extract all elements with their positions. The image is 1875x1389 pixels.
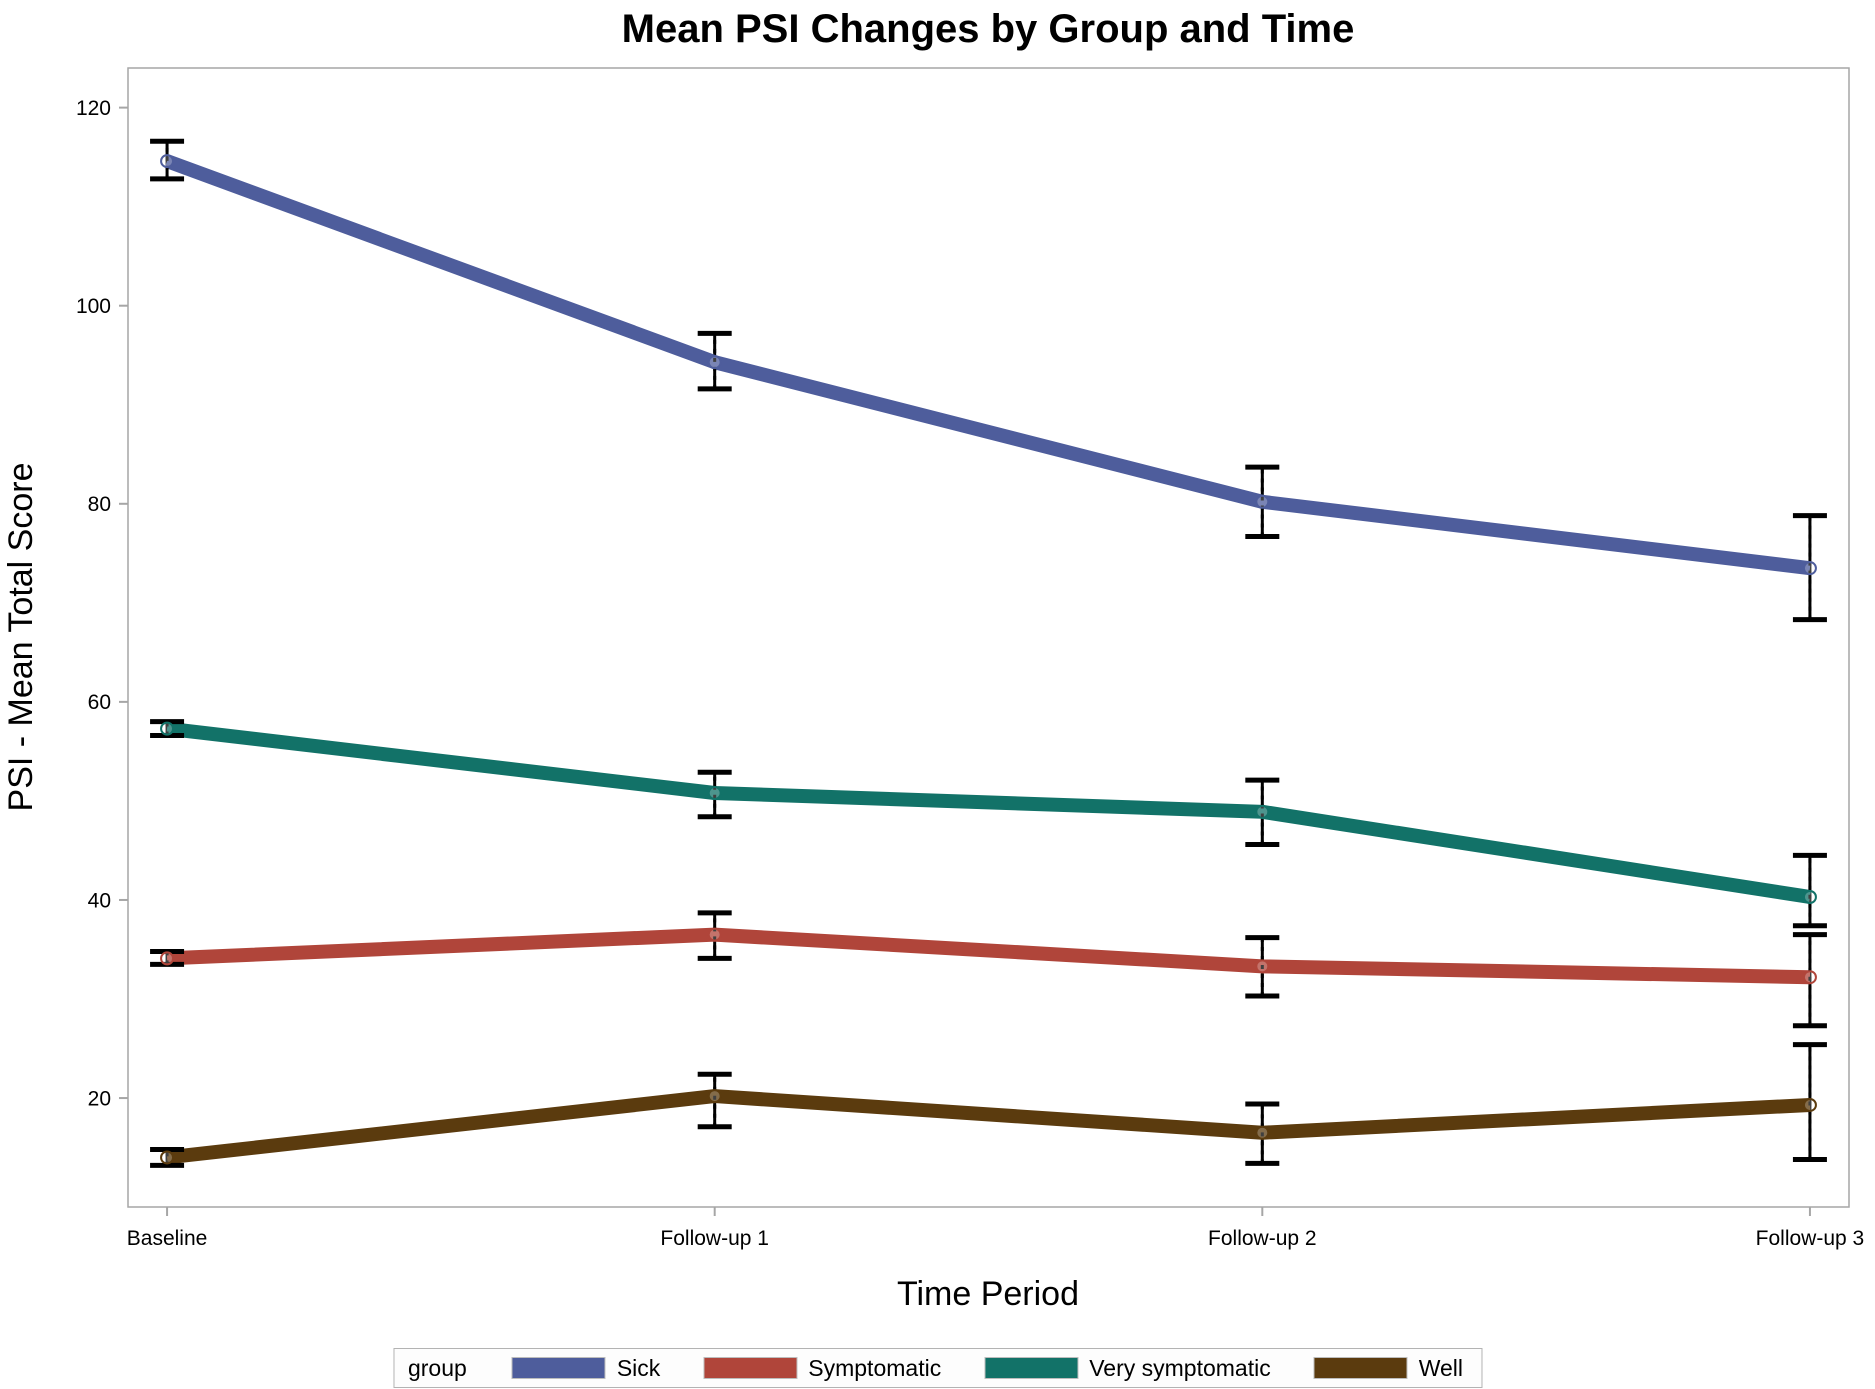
x-tick-label: Follow-up 2: [1208, 1227, 1317, 1250]
y-tick-label: 80: [88, 493, 111, 516]
data-point-marker: [707, 927, 722, 942]
series-line: [166, 1089, 1811, 1165]
legend-swatch-symptomatic: [703, 1357, 798, 1379]
data-point-marker: [1802, 1097, 1817, 1112]
data-point-marker: [160, 951, 175, 966]
data-point-marker: [160, 1150, 175, 1165]
data-point-marker: [707, 1089, 722, 1104]
y-axis-label: PSI - Mean Total Score: [2, 463, 40, 812]
y-tick-label: 20: [88, 1087, 111, 1110]
data-point-marker: [1255, 959, 1270, 974]
plot-area: 20 40 60 80 100 120 Baseline Follow-up 1 Follow-…: [76, 67, 1865, 1250]
data-point-marker: [160, 154, 175, 169]
chart-title: Mean PSI Changes by Group and Time: [622, 7, 1355, 51]
legend-label-symptomatic: Symptomatic: [808, 1354, 942, 1381]
legend-label-well: Well: [1418, 1354, 1464, 1381]
series-line: [166, 927, 1811, 985]
legend-swatch-well: [1313, 1357, 1408, 1379]
data-point-marker: [1802, 970, 1817, 985]
x-tick-label: Follow-up 1: [660, 1227, 769, 1250]
y-tick-label: 40: [88, 889, 111, 912]
data-point-marker: [1255, 1125, 1270, 1140]
legend-label-sick: Sick: [616, 1354, 661, 1381]
legend-item-well: Well: [1313, 1354, 1464, 1382]
x-tick-label: Baseline: [127, 1227, 208, 1250]
series-line: [166, 721, 1812, 904]
y-tick-label: 100: [76, 295, 111, 318]
x-tick-label: Follow-up 3: [1756, 1227, 1865, 1250]
y-tick-label: 60: [88, 691, 111, 714]
data-point-marker: [707, 355, 722, 370]
data-point-marker: [1255, 494, 1270, 509]
legend-item-symptomatic: Symptomatic: [703, 1354, 942, 1382]
data-point-marker: [1255, 804, 1270, 819]
legend-swatch-very-symptomatic: [984, 1357, 1079, 1379]
data-point-marker: [707, 785, 722, 800]
data-point-marker: [1802, 561, 1817, 576]
x-axis-label: Time Period: [897, 1275, 1079, 1313]
data-point-marker: [160, 721, 175, 736]
series-line: [164, 154, 1811, 576]
legend-title: group: [407, 1354, 467, 1381]
legend-item-sick: Sick: [511, 1354, 661, 1382]
legend: group Sick Symptomatic Very symptomatic …: [392, 1348, 1483, 1388]
legend-item-very-symptomatic: Very symptomatic: [984, 1354, 1271, 1382]
legend-swatch-sick: [511, 1357, 606, 1379]
legend-label-very-symptomatic: Very symptomatic: [1089, 1354, 1271, 1381]
psi-line-chart: Mean PSI Changes by Group and Time PSI -…: [2, 7, 1865, 1313]
data-point-marker: [1802, 889, 1817, 904]
y-tick-label: 120: [76, 97, 111, 120]
